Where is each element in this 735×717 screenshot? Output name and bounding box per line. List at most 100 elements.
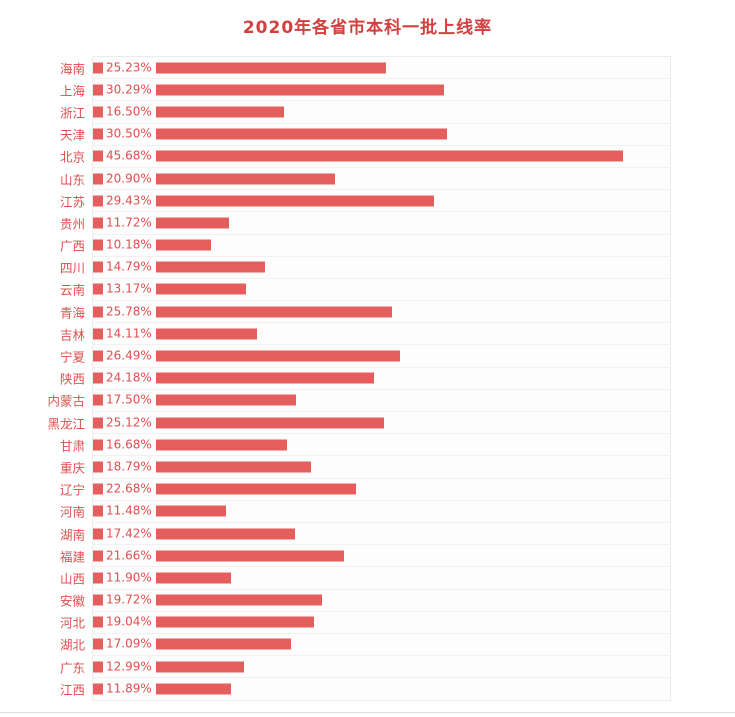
bar-row: 河北 19.04% — [60, 612, 670, 634]
bar — [93, 528, 296, 540]
value-label: 19.72% — [103, 592, 156, 608]
bar — [93, 128, 447, 140]
category-label: 上海 — [59, 83, 85, 99]
bar — [93, 394, 296, 406]
bar — [93, 638, 292, 650]
bar — [93, 106, 285, 118]
value-label: 14.11% — [103, 326, 156, 342]
category-label: 重庆 — [59, 460, 85, 476]
bar — [93, 616, 314, 628]
category-label: 云南 — [59, 282, 85, 298]
plot-area: 海南 25.23% 上海 30.29% 浙江 16.50% 天津 30.50% … — [47, 56, 671, 702]
value-label: 21.66% — [103, 548, 156, 564]
bar-row: 河南 11.48% — [60, 501, 670, 523]
value-label: 25.78% — [103, 304, 156, 320]
bar-row: 贵州 11.72% — [60, 212, 670, 235]
bar — [93, 217, 229, 229]
bar-row: 北京 45.68% — [60, 146, 670, 168]
bar-row: 福建 21.66% — [60, 545, 670, 568]
bar-row: 陕西 24.18% — [60, 368, 670, 390]
value-label: 29.43% — [103, 193, 156, 209]
value-label: 17.50% — [103, 392, 156, 408]
category-label: 安徽 — [59, 593, 85, 609]
bar — [93, 350, 401, 362]
bar — [93, 195, 435, 207]
value-label: 18.79% — [103, 459, 156, 475]
value-label: 14.79% — [103, 259, 156, 275]
bar — [93, 661, 244, 673]
bar-row: 江西 11.89% — [60, 678, 670, 700]
value-label: 25.12% — [103, 415, 156, 431]
value-label: 25.23% — [103, 60, 156, 76]
value-label: 26.49% — [103, 348, 156, 364]
value-label: 17.09% — [103, 636, 156, 652]
bar-row: 江苏 29.43% — [60, 190, 670, 213]
value-label: 11.48% — [103, 503, 156, 519]
category-label: 江西 — [59, 682, 85, 698]
bar-row: 云南 13.17% — [60, 279, 670, 302]
category-label: 河北 — [59, 615, 85, 631]
category-label: 甘肃 — [59, 438, 85, 454]
category-label: 海南 — [59, 61, 85, 77]
category-label: 内蒙古 — [47, 393, 85, 409]
chart: 2020年各省市本科一批上线率 海南 25.23% 上海 30.29% 浙江 1… — [0, 18, 735, 713]
category-label: 四川 — [59, 260, 85, 276]
value-label: 11.89% — [103, 681, 156, 697]
bar — [93, 572, 231, 584]
bar-row: 青海 25.78% — [60, 301, 670, 324]
bar-row: 黑龙江 25.12% — [47, 412, 670, 435]
category-label: 辽宁 — [59, 482, 85, 498]
value-label: 30.29% — [103, 82, 156, 98]
bar-row: 湖南 17.42% — [60, 523, 670, 546]
bar-row: 山东 20.90% — [60, 168, 670, 191]
category-label: 陕西 — [59, 371, 85, 387]
value-label: 13.17% — [103, 281, 156, 297]
bar — [93, 461, 311, 473]
category-label: 江苏 — [59, 194, 85, 210]
bar-row: 海南 25.23% — [60, 57, 670, 80]
category-label: 黑龙江 — [47, 416, 85, 432]
bar — [93, 62, 386, 74]
bar-row: 天津 30.50% — [60, 124, 670, 146]
bar-row: 广东 12.99% — [60, 656, 670, 679]
bar-row: 浙江 16.50% — [60, 101, 670, 124]
bar — [93, 150, 623, 162]
category-label: 湖北 — [59, 637, 85, 653]
category-label: 广东 — [59, 660, 85, 676]
bottom-divider — [0, 712, 735, 713]
value-label: 16.68% — [103, 437, 156, 453]
bar-row: 重庆 18.79% — [60, 456, 670, 479]
category-label: 青海 — [59, 305, 85, 321]
bar — [93, 261, 265, 273]
category-label: 吉林 — [59, 327, 85, 343]
category-label: 河南 — [59, 504, 85, 520]
bar — [93, 594, 322, 606]
category-label: 福建 — [59, 549, 85, 565]
category-label: 湖南 — [59, 527, 85, 543]
value-label: 10.18% — [103, 237, 156, 253]
category-label: 广西 — [59, 238, 85, 254]
category-label: 浙江 — [59, 105, 85, 121]
value-label: 16.50% — [103, 104, 156, 120]
chart-title: 2020年各省市本科一批上线率 — [242, 18, 493, 38]
value-label: 24.18% — [103, 370, 156, 386]
bar-row: 吉林 14.11% — [60, 323, 670, 346]
category-label: 北京 — [59, 149, 85, 165]
category-label: 贵州 — [59, 216, 85, 232]
bar — [93, 173, 336, 185]
bar — [93, 683, 231, 695]
value-label: 11.72% — [103, 215, 156, 231]
value-label: 19.04% — [103, 614, 156, 630]
value-label: 20.90% — [103, 171, 156, 187]
bar-row: 安徽 19.72% — [60, 590, 670, 612]
value-label: 45.68% — [103, 148, 156, 164]
bar-row: 甘肃 16.68% — [60, 434, 670, 457]
bar — [93, 328, 257, 340]
value-label: 22.68% — [103, 481, 156, 497]
value-label: 12.99% — [103, 659, 156, 675]
category-label: 山东 — [59, 172, 85, 188]
bar-row: 内蒙古 17.50% — [47, 390, 670, 412]
bar-row: 四川 14.79% — [60, 257, 670, 279]
bar-row: 广西 10.18% — [60, 235, 670, 257]
bar-row: 山西 11.90% — [60, 567, 670, 590]
